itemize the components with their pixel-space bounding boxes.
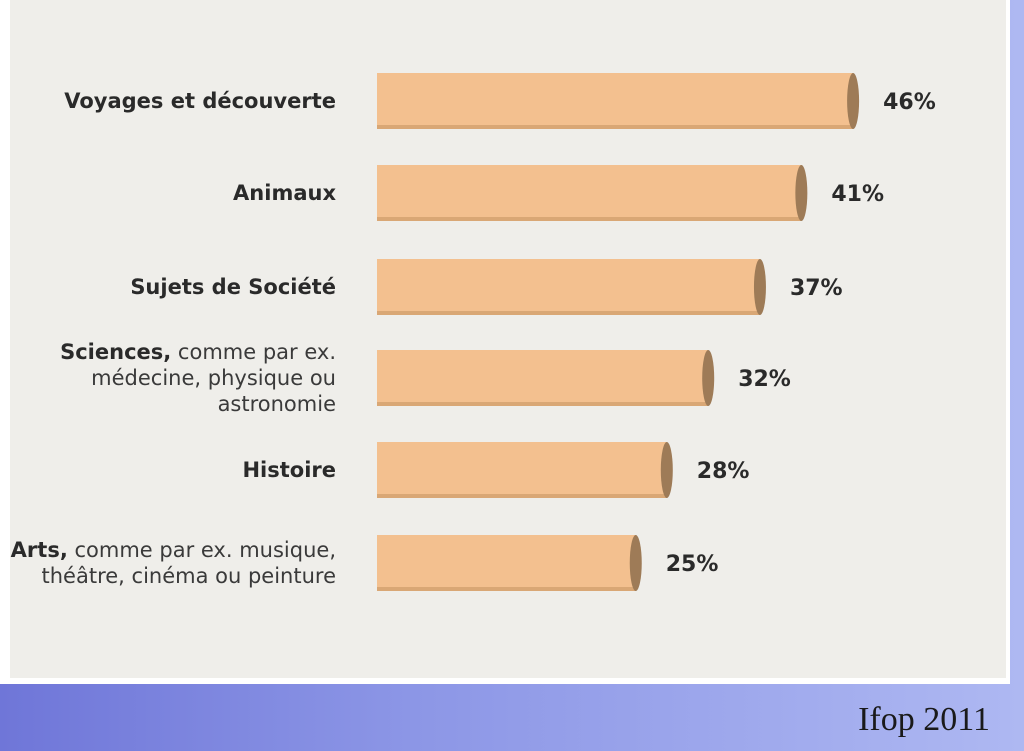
value-label-0: 46% — [883, 90, 936, 115]
bar-shade-3 — [377, 402, 709, 406]
bar-end-cap-3 — [702, 350, 715, 406]
bar-end-cap-5 — [629, 535, 642, 591]
value-label-5: 25% — [666, 552, 719, 577]
bar-1 — [377, 165, 802, 221]
category-label-0: Voyages et découverte — [0, 88, 336, 114]
bar-shade-0 — [377, 125, 854, 129]
value-label-3: 32% — [738, 367, 791, 392]
category-label-4: Histoire — [0, 457, 336, 483]
bar-chart: 46% 41% 37% 32% 28% 25% — [377, 73, 936, 591]
bar-3 — [377, 350, 709, 406]
bar-5 — [377, 535, 636, 591]
category-label-bold-4: Histoire — [242, 458, 336, 482]
bar-end-cap-4 — [660, 442, 673, 498]
bar-shade-1 — [377, 217, 802, 221]
category-label-1: Animaux — [0, 180, 336, 206]
category-label-2: Sujets de Société — [0, 274, 336, 300]
category-label-rest-5: comme par ex. musique, théâtre, cinéma o… — [41, 538, 336, 588]
category-label-bold-3: Sciences, — [60, 340, 172, 364]
category-label-bold-1: Animaux — [233, 181, 336, 205]
bar-2 — [377, 259, 760, 315]
category-label-5: Arts, comme par ex. musique, théâtre, ci… — [0, 537, 336, 589]
bar-shade-5 — [377, 587, 636, 591]
bar-end-cap-1 — [795, 165, 808, 221]
category-label-rest-3: comme par ex. médecine, physique ou astr… — [91, 340, 336, 416]
value-label-4: 28% — [697, 459, 750, 484]
value-label-1: 41% — [831, 182, 884, 207]
bar-0 — [377, 73, 854, 129]
category-label-bold-0: Voyages et découverte — [64, 89, 336, 113]
bar-shade-2 — [377, 311, 760, 315]
value-label-2: 37% — [790, 276, 843, 301]
bar-shade-4 — [377, 494, 667, 498]
source-label: Ifop 2011 — [858, 701, 990, 738]
category-label-bold-5: Arts, — [10, 538, 68, 562]
category-label-bold-2: Sujets de Société — [130, 275, 336, 299]
bar-end-cap-0 — [847, 73, 860, 129]
category-label-3: Sciences, comme par ex. médecine, physiq… — [0, 339, 336, 417]
bar-4 — [377, 442, 667, 498]
bar-end-cap-2 — [753, 259, 766, 315]
chart-panel: 46% 41% 37% 32% 28% 25% Voyages et découverte… — [10, 0, 1006, 678]
